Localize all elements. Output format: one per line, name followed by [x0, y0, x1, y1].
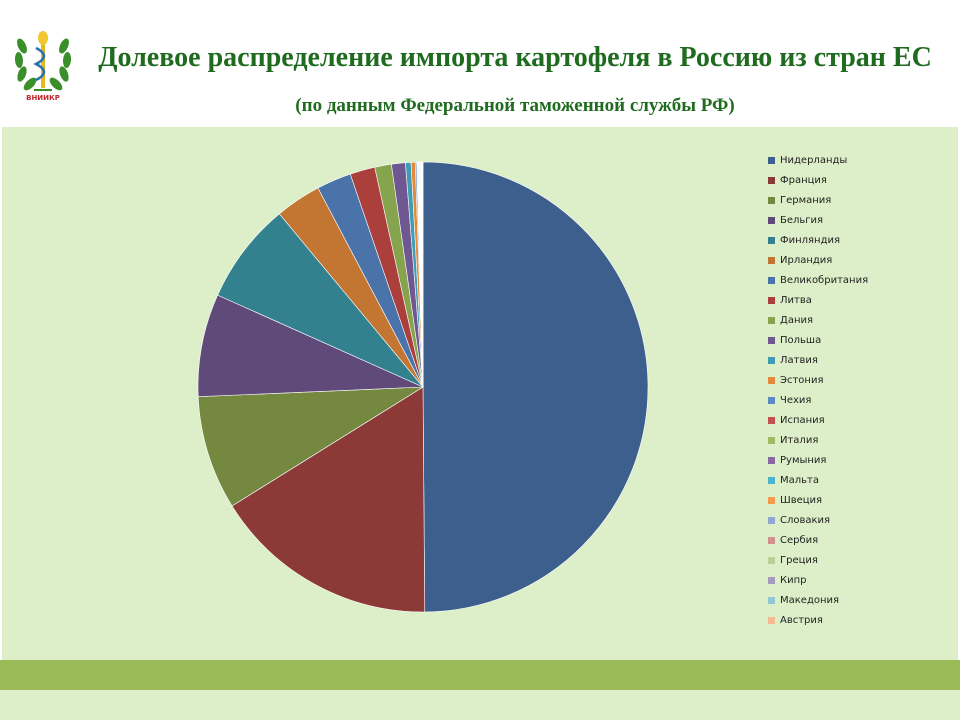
legend-swatch: [768, 216, 775, 224]
legend-item: Сербия: [768, 530, 928, 550]
legend-item: Великобритания: [768, 270, 928, 290]
pie-chart: [197, 161, 649, 613]
logo: ВНИИКР: [12, 26, 74, 106]
legend-item: Италия: [768, 430, 928, 450]
title-main: Долевое распределение импорта картофеля …: [98, 42, 932, 73]
pie-slice-4: [197, 294, 424, 398]
chart-panel: [2, 127, 958, 660]
legend-label: Кипр: [780, 574, 807, 586]
legend-swatch: [768, 536, 775, 544]
legend-label: Македония: [780, 594, 840, 606]
legend-label: Германия: [780, 194, 832, 206]
legend-item: Македония: [768, 590, 928, 610]
pie-slice-5: [217, 213, 424, 388]
legend-label: Эстония: [780, 374, 824, 386]
legend-label: Латвия: [780, 354, 818, 366]
logo-text: ВНИИКР: [26, 94, 60, 102]
legend-label: Италия: [780, 434, 819, 446]
legend-swatch: [768, 396, 775, 404]
legend-label: Мальта: [780, 474, 819, 486]
pie-slice-1: [422, 161, 649, 613]
legend-swatch: [768, 316, 775, 324]
legend-label: Словакия: [780, 514, 831, 526]
legend-swatch: [768, 436, 775, 444]
legend-swatch: [768, 276, 775, 284]
legend-label: Ирландия: [780, 254, 833, 266]
pie-slice-2: [231, 386, 426, 613]
legend-swatch: [768, 156, 775, 164]
legend-item: Ирландия: [768, 250, 928, 270]
legend-swatch: [768, 236, 775, 244]
legend-label: Швеция: [780, 494, 823, 506]
pie-slice-3: [197, 386, 425, 507]
legend-item: Греция: [768, 550, 928, 570]
legend-swatch: [768, 336, 775, 344]
legend-swatch: [768, 176, 775, 184]
legend-swatch: [768, 616, 775, 624]
legend-swatch: [768, 356, 775, 364]
legend-swatch: [768, 196, 775, 204]
legend-label: Австрия: [780, 614, 823, 626]
legend-item: Франция: [768, 170, 928, 190]
legend-item: Испания: [768, 410, 928, 430]
legend-item: Эстония: [768, 370, 928, 390]
legend-swatch: [768, 416, 775, 424]
legend-swatch: [768, 376, 775, 384]
legend-item: Мальта: [768, 470, 928, 490]
chart-legend: Нидерланды Франция Германия Бельгия Финлянди…: [768, 150, 928, 630]
legend-item: Чехия: [768, 390, 928, 410]
legend-label: Великобритания: [780, 274, 869, 286]
legend-swatch: [768, 516, 775, 524]
legend-label: Испания: [780, 414, 825, 426]
legend-label: Франция: [780, 174, 827, 186]
legend-swatch: [768, 476, 775, 484]
legend-label: Бельгия: [780, 214, 824, 226]
legend-swatch: [768, 576, 775, 584]
legend-label: Чехия: [780, 394, 812, 406]
legend-label: Румыния: [780, 454, 827, 466]
legend-item: Кипр: [768, 570, 928, 590]
legend-swatch: [768, 456, 775, 464]
title-subtitle: (по данным Федеральной таможенной службы…: [295, 95, 735, 116]
legend-label: Дания: [780, 314, 813, 326]
legend-item: Германия: [768, 190, 928, 210]
legend-item: Финляндия: [768, 230, 928, 250]
legend-item: Швеция: [768, 490, 928, 510]
logo-emblem-icon: [14, 31, 72, 91]
legend-label: Греция: [780, 554, 818, 566]
legend-swatch: [768, 256, 775, 264]
legend-item: Латвия: [768, 350, 928, 370]
legend-swatch: [768, 296, 775, 304]
legend-label: Литва: [780, 294, 812, 306]
legend-item: Бельгия: [768, 210, 928, 230]
legend-item: Румыния: [768, 450, 928, 470]
legend-label: Польша: [780, 334, 822, 346]
page-title: Долевое распределение импорта картофеля …: [90, 36, 940, 129]
legend-swatch: [768, 496, 775, 504]
legend-label: Финляндия: [780, 234, 841, 246]
legend-label: Нидерланды: [780, 154, 848, 166]
footer-band: [0, 660, 960, 690]
legend-item: Литва: [768, 290, 928, 310]
legend-label: Сербия: [780, 534, 819, 546]
legend-swatch: [768, 556, 775, 564]
legend-item: Дания: [768, 310, 928, 330]
legend-item: Словакия: [768, 510, 928, 530]
legend-item: Нидерланды: [768, 150, 928, 170]
legend-swatch: [768, 596, 775, 604]
legend-item: Польша: [768, 330, 928, 350]
footer-strip: [0, 690, 960, 720]
legend-item: Австрия: [768, 610, 928, 630]
